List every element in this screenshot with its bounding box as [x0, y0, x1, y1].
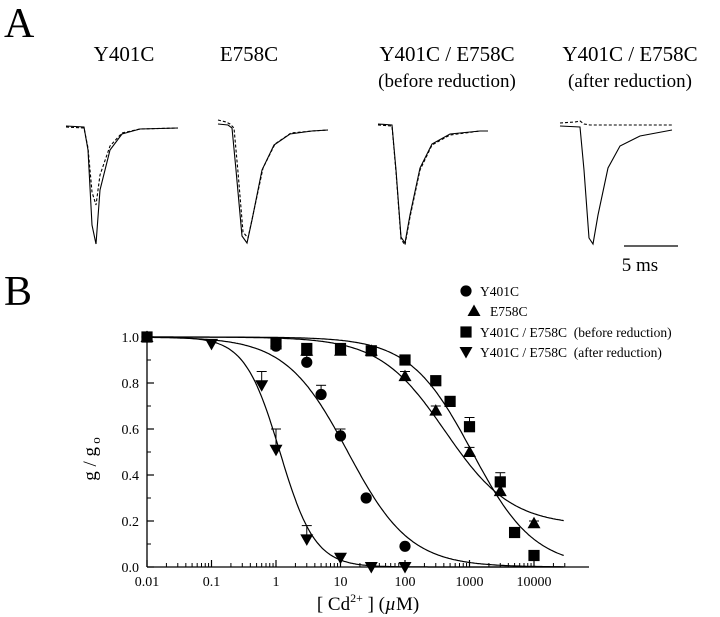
legend-item-2: E758C — [467, 304, 528, 319]
data-point-triangle-down — [205, 338, 218, 351]
trace-title-1: Y401C — [93, 42, 155, 66]
trace-double-before-control — [377, 123, 488, 245]
data-point-square — [508, 526, 521, 539]
fit-curve-1 — [147, 336, 564, 568]
y-ticks: 0.0 0.2 0.4 0.6 0.8 1.0 — [122, 331, 154, 576]
x-axis-label: [ Cd2+ ] (µM) — [317, 591, 419, 615]
data-point-circle — [360, 492, 372, 504]
data-point-triangle-up — [429, 404, 443, 416]
data-point-triangle-up — [467, 304, 481, 316]
current-traces — [65, 119, 678, 247]
data-point-circle — [460, 285, 472, 297]
data-point-triangle-up — [527, 516, 541, 529]
legend-item-3: Y401C / E758C (before reduction) — [460, 325, 672, 340]
data-point-square — [141, 331, 153, 343]
data-point-square — [494, 476, 506, 488]
trace-double-after-control — [559, 125, 673, 246]
y-tick-label: 0.4 — [122, 469, 140, 484]
data-point-triangle-down — [334, 552, 347, 565]
data-point-circle — [399, 540, 411, 552]
trace-e758c-control — [217, 123, 329, 245]
trace-e758c — [217, 119, 329, 245]
trace-double-after-cd — [559, 120, 672, 126]
legend-item-4: Y401C / E758C (after reduction) — [459, 345, 662, 360]
x-tick-label: 10 — [334, 575, 348, 590]
series-3 — [141, 331, 540, 562]
data-point-triangle-down — [300, 534, 314, 546]
trace-y401c — [65, 125, 179, 245]
data-point-triangle-down — [398, 562, 412, 574]
y-tick-label: 1.0 — [122, 331, 140, 346]
legend-label: Y401C / E758C (before reduction) — [480, 325, 672, 340]
data-point-circle — [334, 430, 347, 442]
data-point-square — [399, 354, 411, 366]
data-series — [140, 330, 541, 574]
y-tick-label: 0.2 — [122, 515, 140, 530]
trace-y401c-control — [65, 125, 179, 245]
data-point-triangle-up — [493, 484, 507, 497]
data-point-square — [301, 342, 313, 355]
data-point-square — [463, 421, 476, 433]
x-tick-label: 0.1 — [203, 575, 221, 590]
trace-y401c-cd — [65, 126, 179, 206]
series-4 — [205, 338, 412, 574]
panel-label-a: A — [4, 1, 35, 47]
data-point-circle — [301, 356, 313, 368]
data-point-square — [430, 375, 442, 387]
x-tick-label: 1 — [273, 575, 280, 590]
panel-label-b: B — [4, 269, 33, 315]
data-point-square — [528, 549, 540, 562]
fit-curve-4 — [147, 336, 564, 568]
fit-curve-3 — [147, 336, 564, 556]
x-tick-label: 100 — [395, 575, 416, 590]
x-ticks: 0.01 0.1 1 10 100 1000 10000 — [135, 560, 566, 590]
data-point-triangle-down — [459, 347, 473, 359]
y-axis-label: g / g o — [80, 437, 103, 481]
y-tick-label: 0.8 — [122, 377, 140, 392]
trace-title-3: Y401C / E758C — [379, 42, 515, 66]
data-point-triangle-down — [269, 444, 283, 457]
trace-subtitle-3: (before reduction) — [378, 71, 516, 92]
trace-double-after — [559, 120, 673, 246]
legend-label: E758C — [490, 304, 528, 319]
data-point-circle — [315, 388, 327, 401]
data-point-square — [365, 345, 377, 357]
legend-label: Y401C — [480, 284, 519, 299]
trace-title-4: Y401C / E758C — [562, 42, 698, 66]
data-point-square — [334, 342, 347, 355]
data-point-triangle-down — [364, 562, 378, 574]
legend-label: Y401C / E758C (after reduction) — [480, 345, 662, 360]
trace-double-before — [377, 123, 488, 247]
legend-item-1: Y401C — [460, 284, 519, 299]
data-point-triangle-up — [463, 445, 476, 457]
data-point-triangle-down — [255, 380, 269, 392]
y-tick-label: 0.6 — [122, 423, 140, 438]
scale-bar-label: 5 ms — [621, 255, 659, 276]
x-tick-label: 0.01 — [135, 575, 160, 590]
data-point-square — [444, 395, 456, 407]
x-tick-label: 10000 — [517, 575, 552, 590]
y-tick-label: 0.0 — [122, 561, 140, 576]
fit-curves — [147, 336, 564, 568]
data-point-triangle-up — [398, 369, 412, 382]
data-point-square — [460, 326, 472, 338]
x-tick-label: 1000 — [456, 575, 484, 590]
legend: Y401C E758C Y401C / E758C (before reductio… — [459, 284, 672, 360]
trace-e758c-cd — [217, 119, 329, 240]
data-point-square — [270, 338, 282, 350]
trace-title-2: E758C — [219, 42, 279, 66]
dose-response-chart: 0.01 0.1 1 10 100 1000 10000 0.0 0.2 0.4 0.6 0.8 1.… — [80, 284, 672, 615]
trace-subtitle-4: (after reduction) — [568, 71, 692, 92]
